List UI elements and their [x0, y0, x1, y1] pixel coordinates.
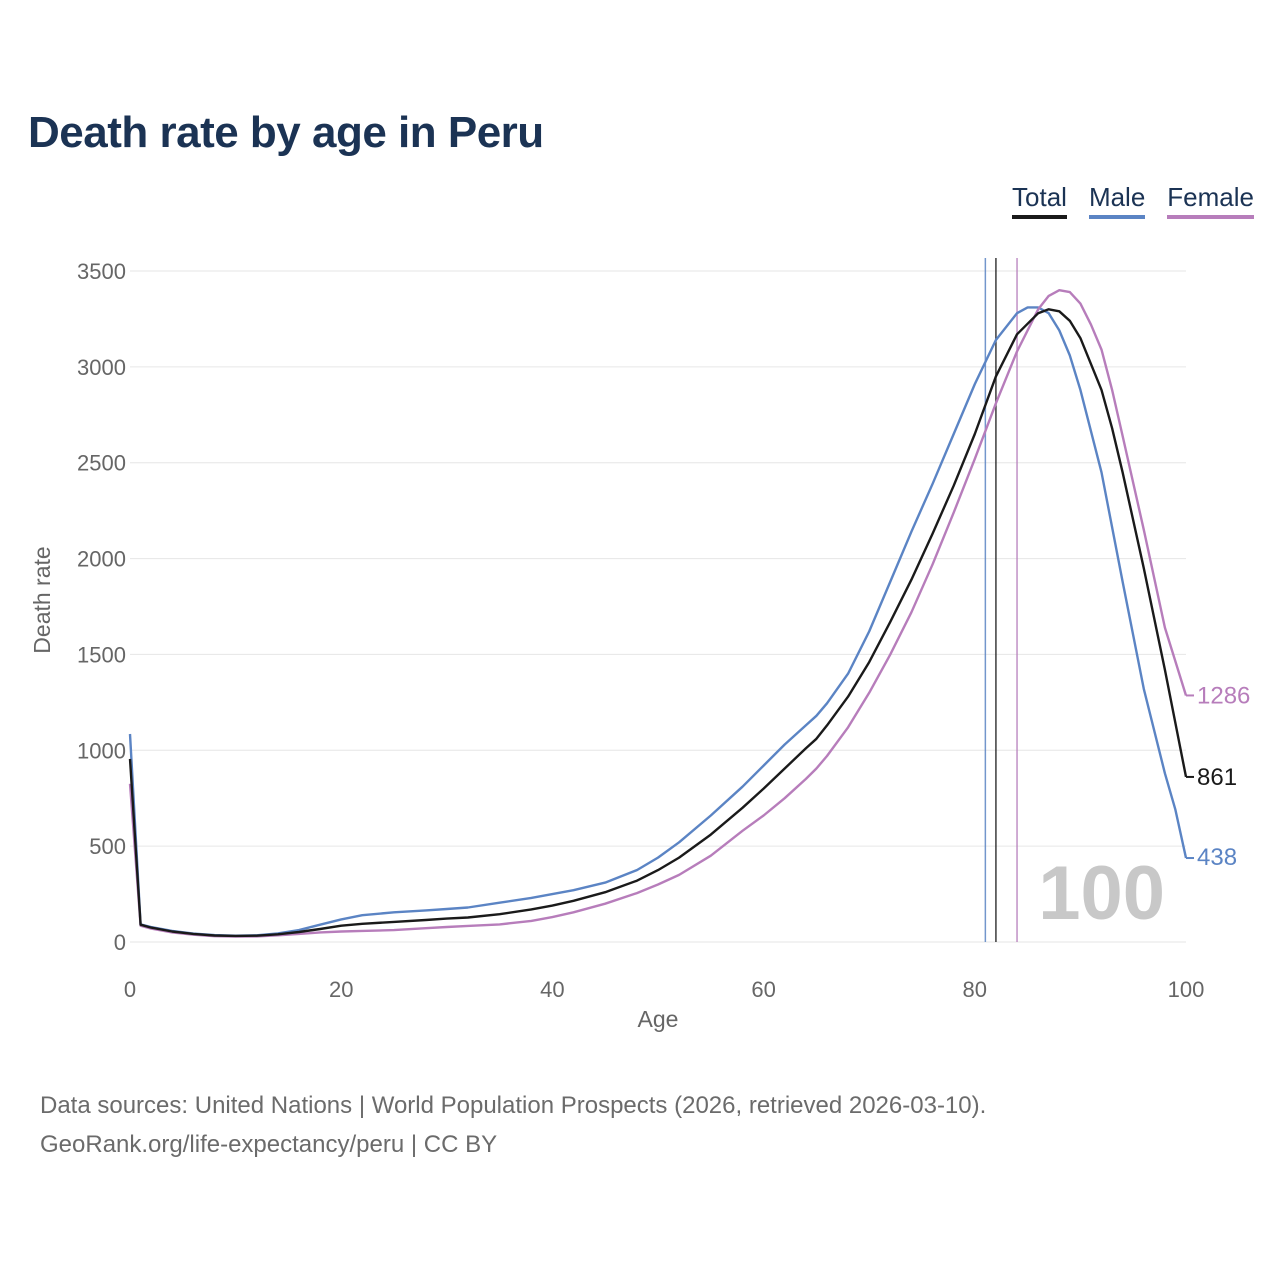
x-tick-100: 100 [1168, 977, 1205, 1002]
legend-total[interactable]: Total [1012, 182, 1067, 219]
end-label-total: 861 [1197, 764, 1237, 791]
legend-male[interactable]: Male [1088, 182, 1146, 219]
y-tick-2000: 2000 [77, 547, 126, 572]
legend: Total Male Female [1012, 182, 1254, 219]
source-line-1: Data sources: United Nations | World Pop… [40, 1092, 987, 1119]
y-tick-0: 0 [114, 930, 126, 955]
x-tick-40: 40 [540, 977, 564, 1002]
end-label-female: 1286 [1197, 682, 1250, 709]
y-tick-1500: 1500 [77, 642, 126, 667]
y-tick-1000: 1000 [77, 738, 126, 763]
chart-title: Death rate by age in Peru [28, 108, 544, 157]
y-tick-500: 500 [89, 834, 126, 859]
end-label-male: 438 [1197, 844, 1237, 871]
series-line-female [128, 289, 1188, 938]
x-axis-label: Age [638, 1006, 679, 1032]
watermark-year: 100 [1038, 851, 1165, 936]
x-tick-20: 20 [329, 977, 353, 1002]
y-tick-3000: 3000 [77, 355, 126, 380]
x-tick-60: 60 [751, 977, 775, 1002]
y-tick-labels: 0 500 1000 1500 2000 2500 3000 3500 [77, 259, 126, 955]
source-note: Data sources: United Nations | World Pop… [40, 1086, 986, 1164]
legend-female[interactable]: Female [1167, 182, 1254, 219]
y-axis-label: Death rate [29, 546, 55, 653]
x-tick-labels: 0 20 40 60 80 100 [124, 977, 1204, 1002]
x-tick-0: 0 [124, 977, 136, 1002]
vertical-markers [984, 258, 1018, 942]
source-line-2: GeoRank.org/life-expectancy/peru | CC BY [40, 1131, 498, 1158]
y-tick-3500: 3500 [77, 259, 126, 284]
y-tick-2500: 2500 [77, 451, 126, 476]
series-line-male [128, 306, 1188, 937]
series-line-total [128, 308, 1188, 938]
series-lines [128, 289, 1188, 938]
x-tick-80: 80 [963, 977, 987, 1002]
grid-lines [130, 270, 1186, 943]
end-labels: 438 1286 861 [1186, 682, 1250, 871]
